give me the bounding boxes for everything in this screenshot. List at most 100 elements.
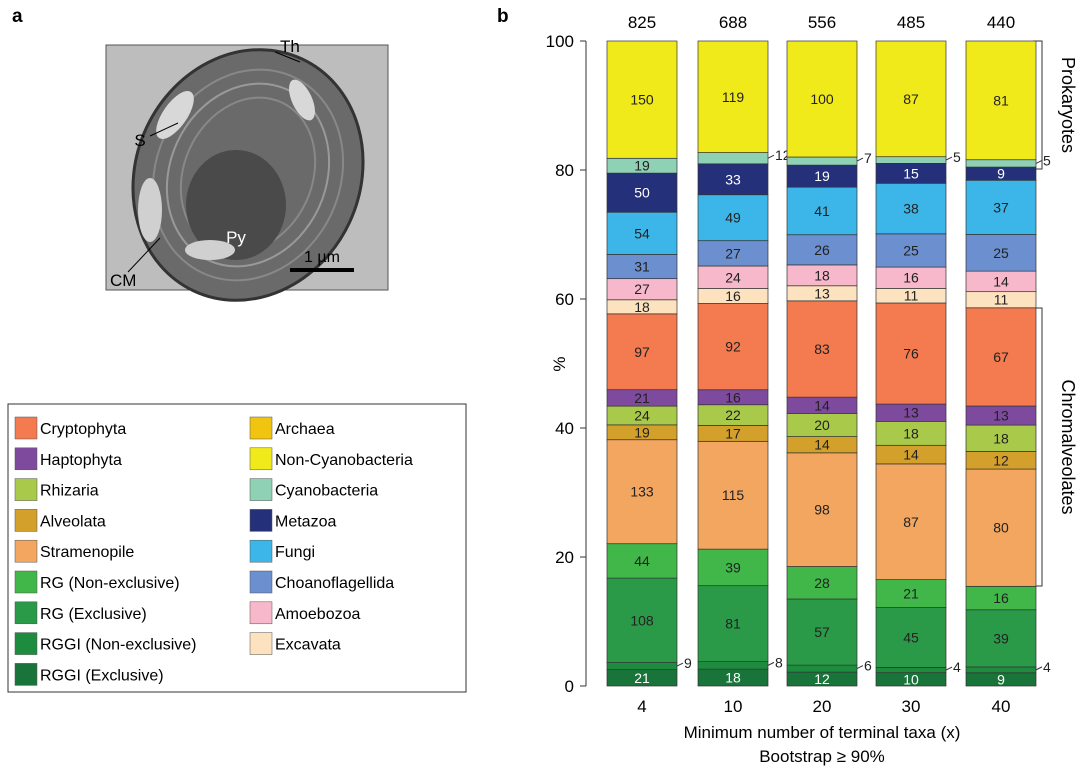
legend-label: RG (Non-exclusive) (40, 575, 180, 592)
leader-line (856, 665, 864, 670)
legend-label: Stramenopile (40, 544, 134, 561)
legend-label: Alveolata (40, 513, 106, 530)
bar-segment (786, 598, 858, 666)
bar-segment (875, 579, 947, 608)
bar-segment (965, 307, 1037, 407)
value-label: 28 (814, 575, 830, 591)
bar-segment (697, 152, 769, 165)
bar-segment (786, 234, 858, 266)
value-label: 50 (634, 185, 650, 201)
value-label: 54 (634, 225, 650, 241)
value-label: 18 (993, 430, 1009, 446)
value-label: 16 (903, 270, 919, 286)
bar-segment (786, 566, 858, 600)
value-label: 9 (997, 671, 1005, 687)
value-label: 87 (903, 91, 919, 107)
legend-swatch (249, 478, 273, 501)
value-label: 98 (814, 502, 830, 518)
bar-segment (697, 40, 769, 153)
value-label: 21 (903, 586, 919, 602)
bracket (1033, 40, 1043, 170)
bar-segment (606, 254, 678, 280)
legend-label: Fungi (275, 544, 315, 561)
value-label: 27 (725, 245, 741, 261)
value-label: 80 (993, 520, 1009, 536)
value-label: 11 (994, 292, 1009, 308)
bar-segment (875, 463, 947, 580)
bar-segment (875, 40, 947, 158)
value-label: 83 (814, 341, 830, 357)
value-label: 14 (903, 447, 919, 463)
value-label: 25 (993, 245, 1009, 261)
value-label: 39 (993, 630, 1009, 646)
value-label: 108 (630, 612, 654, 628)
value-label: 14 (814, 397, 830, 413)
bar-segment (965, 424, 1037, 452)
x-tick-label: 4 (637, 697, 646, 716)
leader-line (767, 154, 775, 159)
leader-line (1035, 666, 1043, 671)
legend-label: RGGI (Non-exclusive) (40, 637, 196, 654)
bar-segment (875, 607, 947, 668)
x-tick-label: 10 (724, 697, 743, 716)
y-tick-label: 60 (555, 290, 574, 309)
bar-segment (697, 303, 769, 391)
leader-line (856, 157, 864, 162)
legend-swatch (14, 478, 38, 501)
value-label: 5 (1043, 152, 1051, 168)
pointer (274, 51, 301, 63)
pointer (127, 237, 161, 273)
value-label: 38 (903, 201, 919, 217)
value-label: 16 (725, 389, 741, 405)
bar-segment (606, 543, 678, 579)
legend-swatch (249, 447, 273, 471)
value-label: 67 (993, 349, 1009, 365)
bar-segment (875, 233, 947, 268)
bar-segment (786, 156, 858, 166)
value-label: 10 (903, 671, 919, 687)
y-tick-label: 20 (555, 548, 574, 567)
value-label: 18 (725, 670, 741, 686)
value-label: 133 (630, 484, 654, 500)
value-label: 33 (725, 171, 741, 187)
legend-label: RGGI (Exclusive) (40, 667, 164, 684)
value-label: 15 (903, 165, 919, 181)
legend-label: Metazoa (275, 513, 336, 530)
value-label: 41 (814, 203, 830, 219)
value-label: 24 (725, 269, 741, 285)
value-label: 8 (775, 654, 783, 670)
bar-segment (697, 440, 769, 550)
value-label: 19 (814, 168, 830, 184)
starch (289, 79, 315, 121)
legend-swatch (14, 601, 38, 625)
y-tick-label: 80 (555, 161, 574, 180)
legend-swatch (249, 632, 273, 655)
value-label: 39 (725, 559, 741, 575)
bar-segment (786, 664, 858, 673)
leader-line (945, 156, 953, 161)
value-label: 81 (725, 616, 741, 632)
value-label: 20 (814, 417, 830, 433)
leader-line (767, 661, 775, 666)
value-label: 14 (814, 437, 830, 453)
legend-label: Amoebozoa (275, 606, 360, 623)
value-label: 81 (993, 92, 1009, 108)
legend-swatch (14, 509, 38, 532)
leader-line (1035, 159, 1043, 164)
bar-segment (606, 439, 678, 545)
leader-line (676, 662, 684, 667)
bar-segment (697, 548, 769, 587)
value-label: 17 (725, 425, 741, 441)
legend-swatch (249, 509, 273, 532)
value-label: 57 (814, 624, 830, 640)
value-label: 97 (634, 344, 650, 360)
value-label: 18 (903, 425, 919, 441)
legend-label: Haptophyta (40, 452, 122, 469)
value-label: 13 (814, 285, 830, 301)
bar-segment (606, 211, 678, 255)
value-label: 44 (634, 553, 650, 569)
total-label: 485 (897, 13, 925, 32)
value-label: 13 (903, 405, 919, 421)
value-label: 12 (814, 671, 830, 687)
